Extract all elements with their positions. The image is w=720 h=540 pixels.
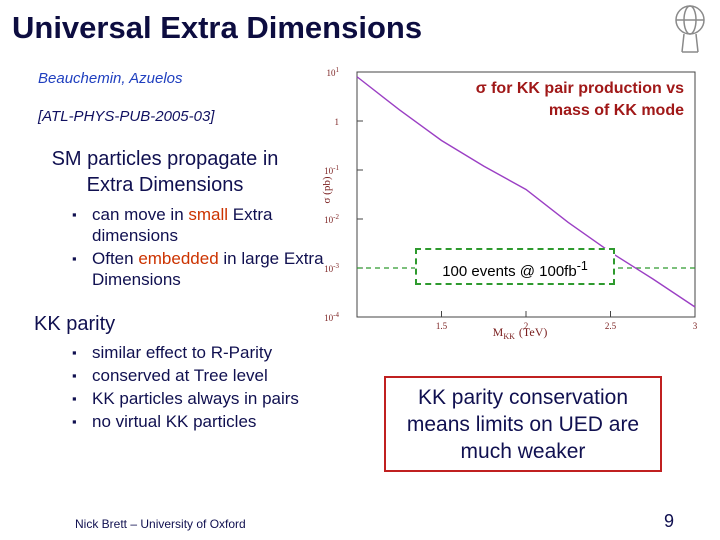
x-label-sub: KK	[503, 332, 515, 341]
authors: Beauchemin, Azuelos	[38, 70, 183, 87]
page-number: 9	[664, 511, 675, 531]
bullet-text: small	[188, 205, 229, 224]
footer: Nick Brett – University of Oxford	[75, 517, 246, 531]
y-tick-label: 10-4	[324, 311, 339, 323]
y-tick-exp: -3	[333, 262, 339, 270]
reference-label: 100 events @ 100fb-1	[415, 248, 615, 285]
x-tick-label: 1.5	[436, 321, 448, 331]
y-tick-label: 10-3	[324, 262, 339, 274]
bullet-text: can move in	[92, 205, 189, 224]
bullet: KK particles always in pairs	[72, 388, 324, 409]
bullet: similar effect to R-Parity	[72, 342, 324, 363]
bullet-text: in large Extra Dimensions	[92, 249, 324, 289]
reference: [ATL-PHYS-PUB-2005-03]	[38, 108, 215, 125]
x-tick-label: 2	[524, 321, 529, 331]
logo	[675, 5, 705, 53]
y-tick-exp: -2	[333, 213, 339, 221]
y-tick-label: 10-2	[324, 213, 339, 225]
slide-title: Universal Extra Dimensions	[12, 10, 423, 45]
chart-annotation: σ for KK pair production vs mass of KK m…	[440, 76, 688, 124]
bullet-text: Extra dimensions	[92, 205, 273, 245]
y-tick-base: 10	[324, 166, 334, 176]
section-heading: KK parity	[34, 313, 116, 335]
bullet-text: embedded	[138, 249, 219, 268]
line-series	[356, 76, 696, 308]
bullet-text: similar effect to R-Parity	[92, 343, 273, 362]
y-tick-exp: 1	[336, 66, 340, 74]
reference-label-text: 100 events @ 100fb	[442, 263, 577, 280]
bullet-list: similar effect to R-Parity conserved at T…	[72, 342, 324, 432]
x-tick-label: 2.5	[605, 321, 617, 331]
bullet-list: can move in small Extra dimensionsOften …	[72, 204, 324, 290]
bullet: no virtual KK particles	[72, 411, 324, 432]
bullet-text: conserved at Tree level	[92, 366, 268, 385]
y-tick-base: 10	[324, 264, 334, 274]
y-tick-base: 10	[327, 68, 337, 78]
y-tick-exp: -4	[333, 311, 339, 319]
y-tick-base: 10	[324, 215, 334, 225]
conclusion-box: KK parity conservation means limits on U…	[384, 376, 662, 472]
x-label-unit: (TeV)	[519, 325, 547, 339]
bullet: conserved at Tree level	[72, 365, 324, 386]
y-tick-base: 10	[324, 313, 334, 323]
bullet: can move in small Extra dimensions	[72, 204, 324, 246]
y-tick-label: 1	[335, 117, 340, 127]
section-heading: SM particles propagate in Extra Dimensio…	[51, 148, 279, 196]
bullet: Often embedded in large Extra Dimensions	[72, 248, 324, 290]
reference-label-sup: -1	[576, 259, 588, 273]
bullet-text: KK particles always in pairs	[92, 389, 299, 408]
section: SM particles propagate in Extra Dimensio…	[34, 146, 324, 292]
y-tick-label: 101	[327, 66, 340, 78]
section: KK parity similar effect to R-Parity conse…	[34, 313, 324, 434]
x-tick-label: 3	[693, 321, 698, 331]
y-tick-exp: -1	[333, 164, 339, 172]
y-axis-label: σ (pb)	[321, 176, 333, 203]
bullet-text: no virtual KK particles	[92, 412, 257, 431]
x-label-main: M	[493, 325, 504, 339]
y-tick-label: 10-1	[324, 164, 339, 176]
x-axis-label: MKK (TeV)	[493, 325, 548, 341]
bullet-text: Often	[92, 249, 139, 268]
y-tick-base: 1	[335, 117, 340, 127]
